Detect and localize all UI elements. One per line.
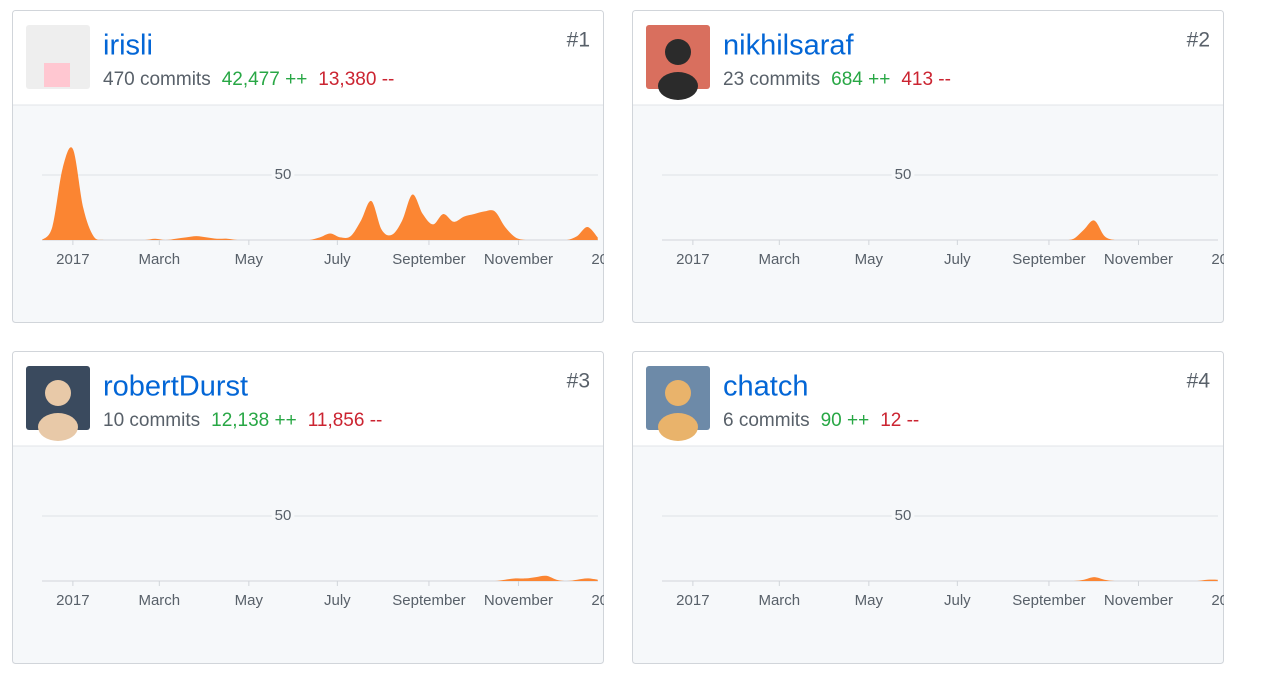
- commit-area: [662, 220, 1218, 240]
- x-tick-label: July: [324, 251, 351, 268]
- contributor-name[interactable]: nikhilsaraf: [723, 30, 854, 62]
- avatar-head: [45, 380, 71, 406]
- x-tick-label: November: [484, 251, 553, 268]
- x-tick-label: 2017: [56, 251, 89, 268]
- contributor-rank: #3: [567, 370, 590, 393]
- stat-deletions: 13,380 --: [318, 69, 394, 90]
- commit-area: [42, 575, 598, 581]
- avatar: [26, 25, 90, 89]
- contributor-card: robertDurst #3 10 commits 12,138 ++ 11,856 -…: [12, 351, 624, 664]
- y-tick-label: 50: [895, 166, 912, 183]
- y-tick-label-bg: [271, 165, 295, 183]
- chart-bg: [632, 105, 1224, 323]
- x-tick-label: September: [392, 251, 465, 268]
- y-tick-label: 50: [275, 507, 292, 524]
- contributor-rank: #1: [567, 29, 590, 52]
- x-tick-label: May: [235, 251, 264, 268]
- card-border: [632, 351, 1224, 664]
- stat-commits: 6 commits: [723, 410, 810, 431]
- contributor-name[interactable]: robertDurst: [103, 371, 248, 403]
- contributor-card: irisli #1 470 commits 42,477 ++ 13,380 -- 50 2…: [12, 10, 624, 323]
- y-tick-label-bg: [891, 506, 915, 524]
- card-border: [632, 10, 1224, 323]
- stat-additions: 12,138 ++: [211, 410, 297, 431]
- x-tick-label: May: [855, 251, 884, 268]
- x-tick-label: May: [235, 592, 264, 609]
- stat-deletions: 11,856 --: [308, 410, 383, 431]
- contributor-rank: #4: [1187, 370, 1211, 393]
- y-tick-label-bg: [271, 506, 295, 524]
- avatar-head: [665, 380, 691, 406]
- contributor-rank: #2: [1187, 29, 1210, 52]
- x-tick-label: 2017: [56, 592, 89, 609]
- stat-additions: 684 ++: [831, 69, 890, 90]
- avatar-body: [658, 72, 698, 100]
- contributor-card: nikhilsaraf #2 23 commits 684 ++ 413 -- 50 201…: [632, 10, 1244, 323]
- stat-deletions: 12 --: [880, 410, 919, 431]
- x-tick-label: September: [1012, 592, 1085, 609]
- contributor-card: chatch #4 6 commits 90 ++ 12 -- 50 2017 March Ma…: [632, 351, 1244, 664]
- avatar-head: [665, 39, 691, 65]
- x-tick-label: November: [1104, 592, 1173, 609]
- x-tick-label: May: [855, 592, 884, 609]
- contributor-name[interactable]: irisli: [103, 30, 153, 62]
- x-tick-label: 2017: [676, 592, 709, 609]
- chart-bg: [12, 446, 604, 664]
- card-header-bg: [632, 10, 1224, 106]
- y-tick-label-bg: [891, 165, 915, 183]
- x-tick-label: July: [324, 592, 351, 609]
- stat-commits: 10 commits: [103, 410, 200, 431]
- avatar-pixel: [44, 63, 70, 87]
- x-tick-label: July: [944, 592, 971, 609]
- avatar-body: [38, 413, 78, 441]
- x-tick-label: March: [138, 251, 180, 268]
- x-tick-label: 2018: [1211, 251, 1244, 268]
- card-border: [12, 10, 604, 323]
- card-header-bg: [12, 10, 604, 106]
- stat-additions: 42,477 ++: [222, 69, 308, 90]
- x-tick-label: September: [392, 592, 465, 609]
- x-tick-label: March: [758, 251, 800, 268]
- y-tick-label: 50: [275, 166, 292, 183]
- x-tick-label: September: [1012, 251, 1085, 268]
- x-tick-label: 2018: [1211, 592, 1244, 609]
- x-tick-label: November: [484, 592, 553, 609]
- card-header-bg: [12, 351, 604, 447]
- contributor-name[interactable]: chatch: [723, 371, 808, 403]
- x-tick-label: 2018: [591, 592, 624, 609]
- x-tick-label: 2017: [676, 251, 709, 268]
- chart-bg: [12, 105, 604, 323]
- x-tick-label: November: [1104, 251, 1173, 268]
- x-tick-label: March: [138, 592, 180, 609]
- avatar-body: [658, 413, 698, 441]
- card-header-bg: [632, 351, 1224, 447]
- chart-bg: [632, 446, 1224, 664]
- x-tick-label: March: [758, 592, 800, 609]
- stat-commits: 23 commits: [723, 69, 820, 90]
- x-tick-label: 2018: [591, 251, 624, 268]
- stat-additions: 90 ++: [821, 410, 870, 431]
- stat-deletions: 413 --: [901, 69, 951, 90]
- y-tick-label: 50: [895, 507, 912, 524]
- stat-commits: 470 commits: [103, 69, 211, 90]
- x-tick-label: July: [944, 251, 971, 268]
- card-border: [12, 351, 604, 664]
